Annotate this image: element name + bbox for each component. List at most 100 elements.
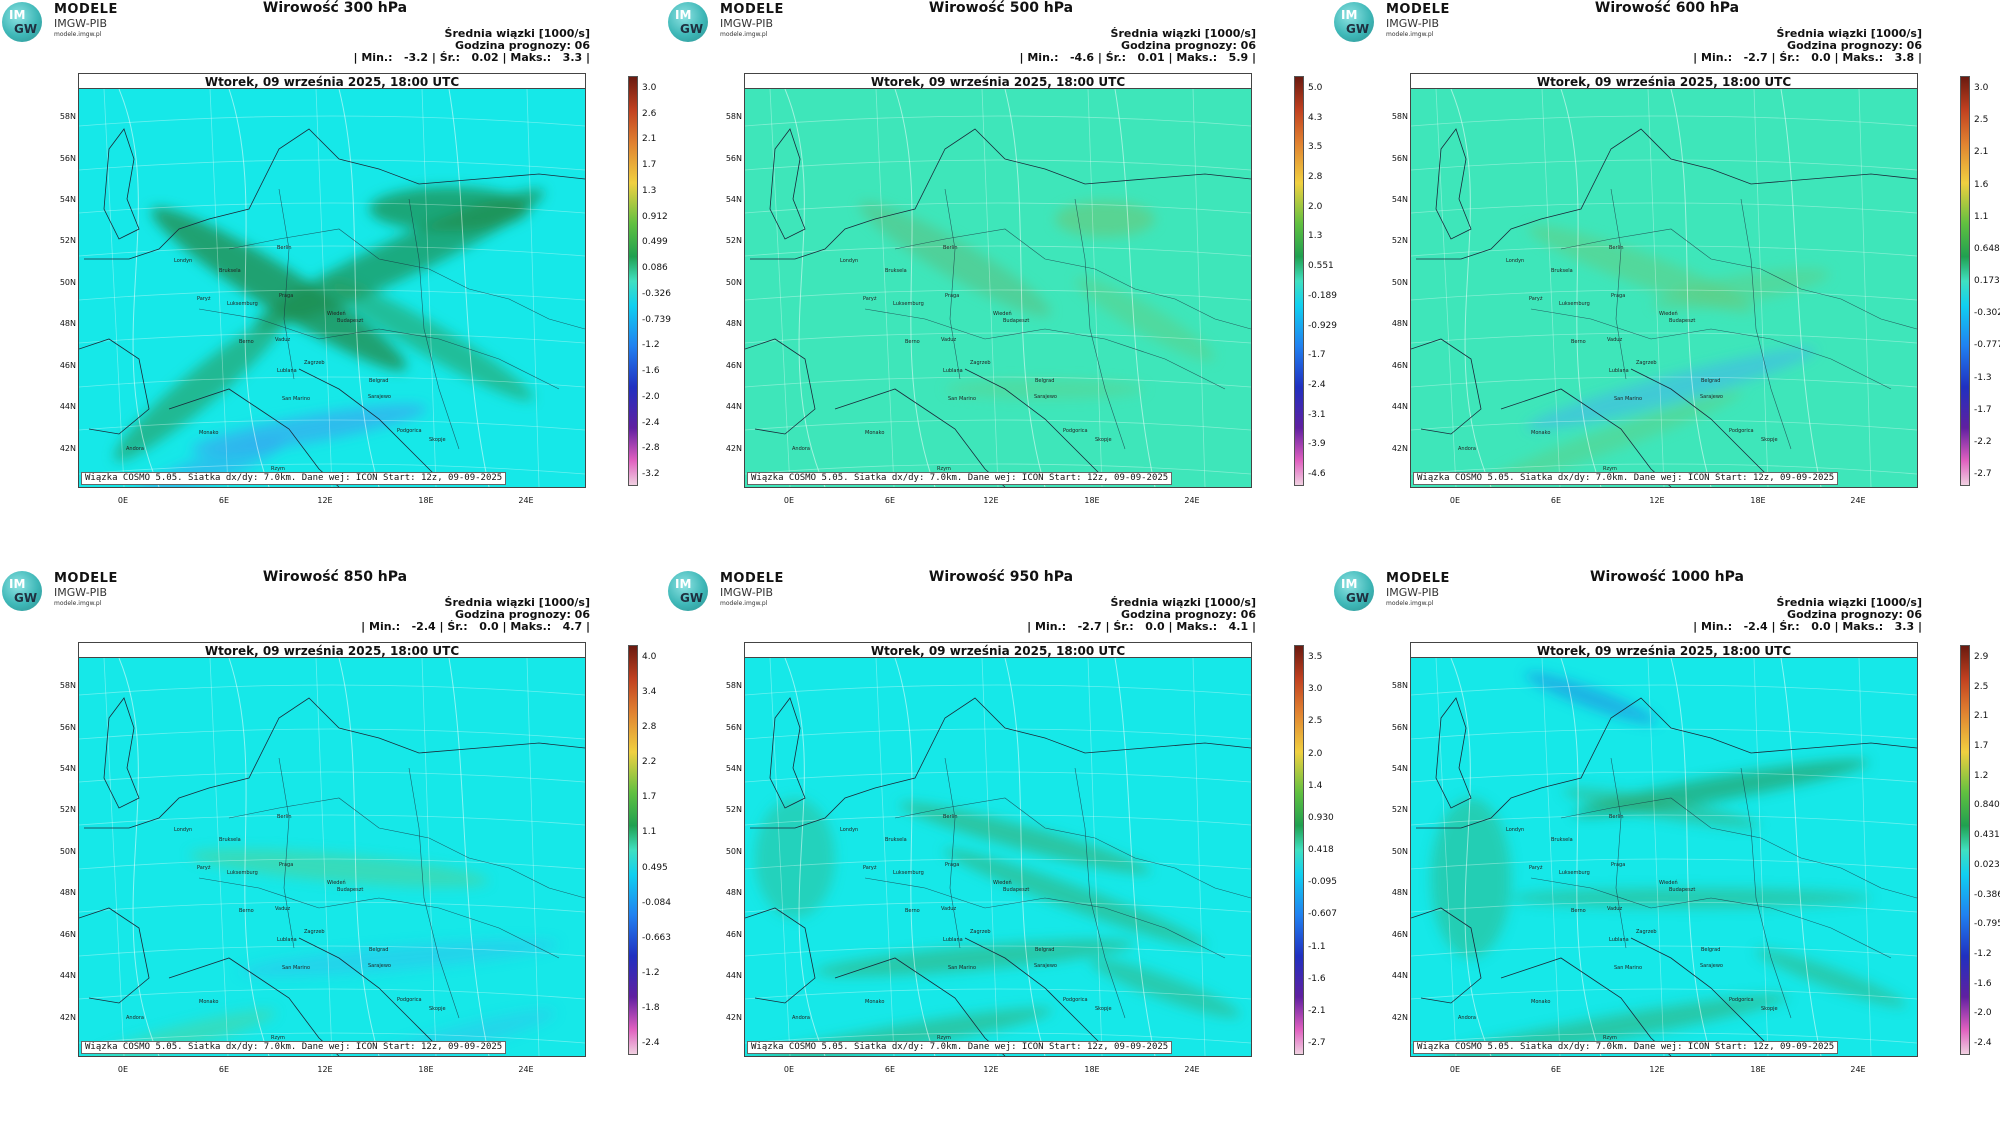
city-label: Sarajewo (368, 963, 391, 969)
colorbar-tick: 2.0 (1308, 748, 1323, 759)
city-label: Berlin (1609, 245, 1624, 251)
lon-label: 18E (1084, 1065, 1100, 1074)
colorbar-tick: -1.2 (642, 967, 660, 978)
city-label: Andora (792, 446, 810, 452)
imgw-logo[interactable]: IM GW MODELE IMGW-PIB modele.imgw.pl (2, 2, 132, 44)
city-label: Berno (1571, 339, 1586, 345)
colorbar-tick: 3.5 (1308, 652, 1323, 662)
colorbar-tick: -0.663 (642, 932, 672, 943)
vorticity-map[interactable]: Londyn Bruksela Paryż Luksemburg Berlin Praga… (1410, 657, 1918, 1057)
lon-label: 0E (783, 1065, 795, 1074)
colorbar-tick: -0.189 (1308, 290, 1338, 301)
imgw-logo[interactable]: IM GW MODELE IMGW-PIB modele.imgw.pl (1334, 571, 1464, 613)
city-label: Paryż (1529, 865, 1543, 871)
forecast-panel: IM GW MODELE IMGW-PIB modele.imgw.pl Wirowość… (0, 0, 671, 560)
info-line-2: Godzina prognozy: 06 (1121, 39, 1256, 52)
colorbar-tick: 0.495 (642, 862, 668, 873)
logo-url: modele.imgw.pl (1386, 31, 1434, 38)
lat-label: 54N (725, 764, 742, 773)
imgw-logo[interactable]: IM GW MODELE IMGW-PIB modele.imgw.pl (2, 571, 132, 613)
city-label: Andora (126, 1015, 144, 1021)
lat-label: 54N (725, 195, 742, 204)
lat-label: 52N (59, 805, 76, 814)
lon-label: 0E (117, 496, 129, 505)
forecast-panel: IM GW MODELE IMGW-PIB modele.imgw.pl Wirowość… (666, 569, 1337, 1129)
lon-label: 24E (518, 496, 534, 505)
panel-title: Wirowość 500 hPa (928, 0, 1074, 16)
lat-label: 42N (725, 444, 742, 453)
city-label: Andora (1458, 446, 1476, 452)
city-label: Lublana (277, 937, 297, 943)
info-line-1: Średnia wiązki [1000/s] (1776, 596, 1922, 609)
city-label: Zagrzeb (1636, 360, 1657, 366)
colorbar-tick: -1.6 (1308, 973, 1326, 984)
city-label: San Marino (948, 965, 977, 971)
city-label: Luksemburg (893, 870, 924, 876)
city-label: Bruksela (885, 837, 907, 843)
model-footer: Wiązka COSMO 5.05. Siatka dx/dy: 7.0km. … (747, 1041, 1173, 1054)
colorbar-tick: 0.912 (642, 211, 668, 222)
info-line-1: Średnia wiązki [1000/s] (1110, 27, 1256, 40)
colorbar (628, 645, 638, 1055)
lat-label: 42N (59, 1013, 76, 1022)
city-label: Belgrad (1035, 947, 1055, 953)
lat-label: 48N (59, 319, 76, 328)
panel-info: Średnia wiązki [1000/s] Godzina prognozy:… (361, 597, 590, 633)
city-label: Vaduz (1607, 337, 1623, 343)
city-label: Praga (279, 293, 294, 299)
valid-date: Wtorek, 09 września 2025, 18:00 UTC (744, 73, 1252, 89)
city-label: Skopje (1095, 437, 1112, 443)
panel-info: Średnia wiązki [1000/s] Godzina prognozy:… (1693, 597, 1922, 633)
vorticity-map[interactable]: Londyn Bruksela Paryż Luksemburg Berlin Praga… (1410, 88, 1918, 488)
city-label: Berlin (277, 245, 292, 251)
city-label: Monako (1531, 430, 1551, 436)
city-label: Budapeszt (1669, 318, 1696, 324)
city-label: Zagrzeb (304, 929, 325, 935)
colorbar-tick: -0.386 (1974, 889, 2000, 900)
colorbar-tick: 1.7 (642, 160, 657, 171)
lon-label: 12E (983, 1065, 999, 1074)
colorbar-tick: 0.551 (1308, 261, 1334, 272)
colorbar-tick: -1.7 (1974, 404, 1992, 415)
colorbar-tick: -0.777 (1974, 340, 2000, 351)
city-label: Wiedeń (993, 880, 1012, 886)
city-label: Paryż (863, 296, 877, 302)
imgw-logo[interactable]: IM GW MODELE IMGW-PIB modele.imgw.pl (1334, 2, 1464, 44)
colorbar-tick: -4.6 (1308, 469, 1326, 479)
imgw-logo[interactable]: IM GW MODELE IMGW-PIB modele.imgw.pl (668, 571, 798, 613)
map-canvas (79, 89, 585, 487)
valid-date: Wtorek, 09 września 2025, 18:00 UTC (1410, 73, 1918, 89)
colorbar-tick: -0.795 (1974, 919, 2000, 930)
colorbar-tick: -1.2 (1974, 948, 1992, 959)
stats-line: | Min.: -2.7 | Śr.: 0.0 | Maks.: 3.8 | (1693, 51, 1922, 64)
vorticity-map[interactable]: Londyn Bruksela Paryż Luksemburg Berlin Praga… (744, 657, 1252, 1057)
map-canvas (1411, 89, 1917, 487)
vorticity-map[interactable]: Londyn Bruksela Paryż Luksemburg Berlin Praga… (78, 88, 586, 488)
lon-label: 24E (1850, 1065, 1866, 1074)
city-label: San Marino (282, 396, 311, 402)
colorbar-tick: 2.8 (642, 722, 657, 733)
imgw-logo[interactable]: IM GW MODELE IMGW-PIB modele.imgw.pl (668, 2, 798, 44)
colorbar-tick: 3.0 (642, 83, 657, 93)
colorbar-tick: -2.2 (1974, 436, 1992, 447)
city-label: Rzym (1603, 466, 1617, 472)
city-label: Skopje (1761, 1006, 1778, 1012)
panel-info: Średnia wiązki [1000/s] Godzina prognozy:… (1020, 28, 1256, 64)
colorbar-tick: 2.1 (642, 134, 657, 145)
stats-line: | Min.: -4.6 | Śr.: 0.01 | Maks.: 5.9 | (1019, 51, 1256, 64)
city-label: Luksemburg (1559, 870, 1590, 876)
lon-label: 12E (1649, 496, 1665, 505)
city-label: Lublana (1609, 937, 1629, 943)
info-line-1: Średnia wiązki [1000/s] (444, 27, 590, 40)
lat-label: 42N (1391, 444, 1408, 453)
lon-label: 18E (418, 1065, 434, 1074)
city-label: Vaduz (275, 337, 291, 343)
city-label: Wiedeń (1659, 311, 1678, 317)
city-label: Skopje (429, 1006, 446, 1012)
vorticity-map[interactable]: Londyn Bruksela Paryż Luksemburg Berlin Praga… (744, 88, 1252, 488)
colorbar-tick: 1.1 (1974, 211, 1989, 222)
city-label: Berno (905, 339, 920, 345)
colorbar-tick: 1.7 (642, 792, 657, 803)
vorticity-map[interactable]: Londyn Bruksela Paryż Luksemburg Berlin Praga… (78, 657, 586, 1057)
city-label: Podgorica (1729, 997, 1754, 1003)
